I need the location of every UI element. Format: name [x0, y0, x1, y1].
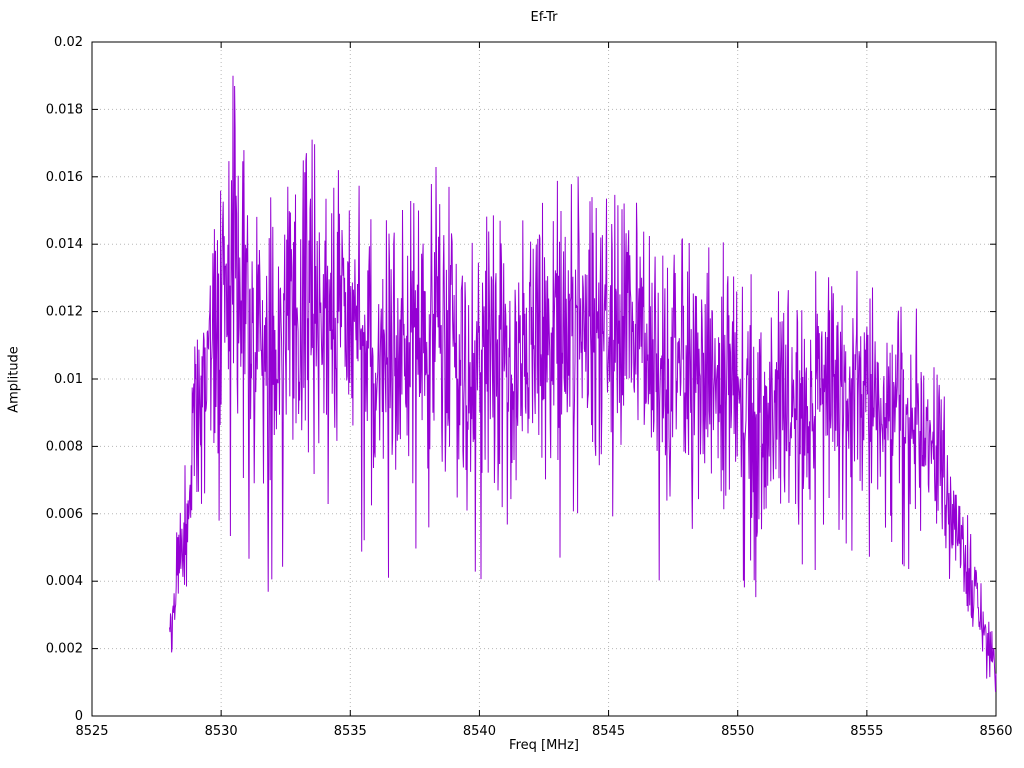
svg-text:0.02: 0.02 [54, 35, 83, 50]
chart-title: Ef-Tr [530, 10, 558, 25]
svg-text:0.004: 0.004 [46, 574, 83, 589]
svg-text:0.012: 0.012 [46, 305, 83, 320]
x-tick-labels: 8525 8530 8535 8540 8545 8550 8555 8560 [75, 724, 1012, 739]
svg-text:0.016: 0.016 [46, 170, 83, 185]
svg-text:0.014: 0.014 [46, 237, 83, 252]
svg-text:8555: 8555 [850, 724, 883, 739]
x-axis-label: Freq [MHz] [509, 738, 579, 753]
svg-text:0.008: 0.008 [46, 439, 83, 454]
svg-text:0.006: 0.006 [46, 507, 83, 522]
svg-text:0: 0 [75, 709, 83, 724]
series-line [169, 75, 997, 692]
svg-text:8525: 8525 [75, 724, 108, 739]
y-axis-label: Amplitude [6, 346, 22, 413]
svg-text:8560: 8560 [979, 724, 1012, 739]
svg-text:8530: 8530 [205, 724, 238, 739]
svg-text:8550: 8550 [721, 724, 754, 739]
y-tick-labels: 0 0.002 0.004 0.006 0.008 0.01 0.012 0.014 0.016… [46, 35, 83, 724]
svg-text:8540: 8540 [463, 724, 496, 739]
svg-text:0.018: 0.018 [46, 102, 83, 117]
svg-text:0.01: 0.01 [54, 372, 83, 387]
svg-text:8545: 8545 [592, 724, 625, 739]
svg-text:0.002: 0.002 [46, 642, 83, 657]
svg-text:8535: 8535 [334, 724, 367, 739]
tick-marks [91, 41, 997, 717]
